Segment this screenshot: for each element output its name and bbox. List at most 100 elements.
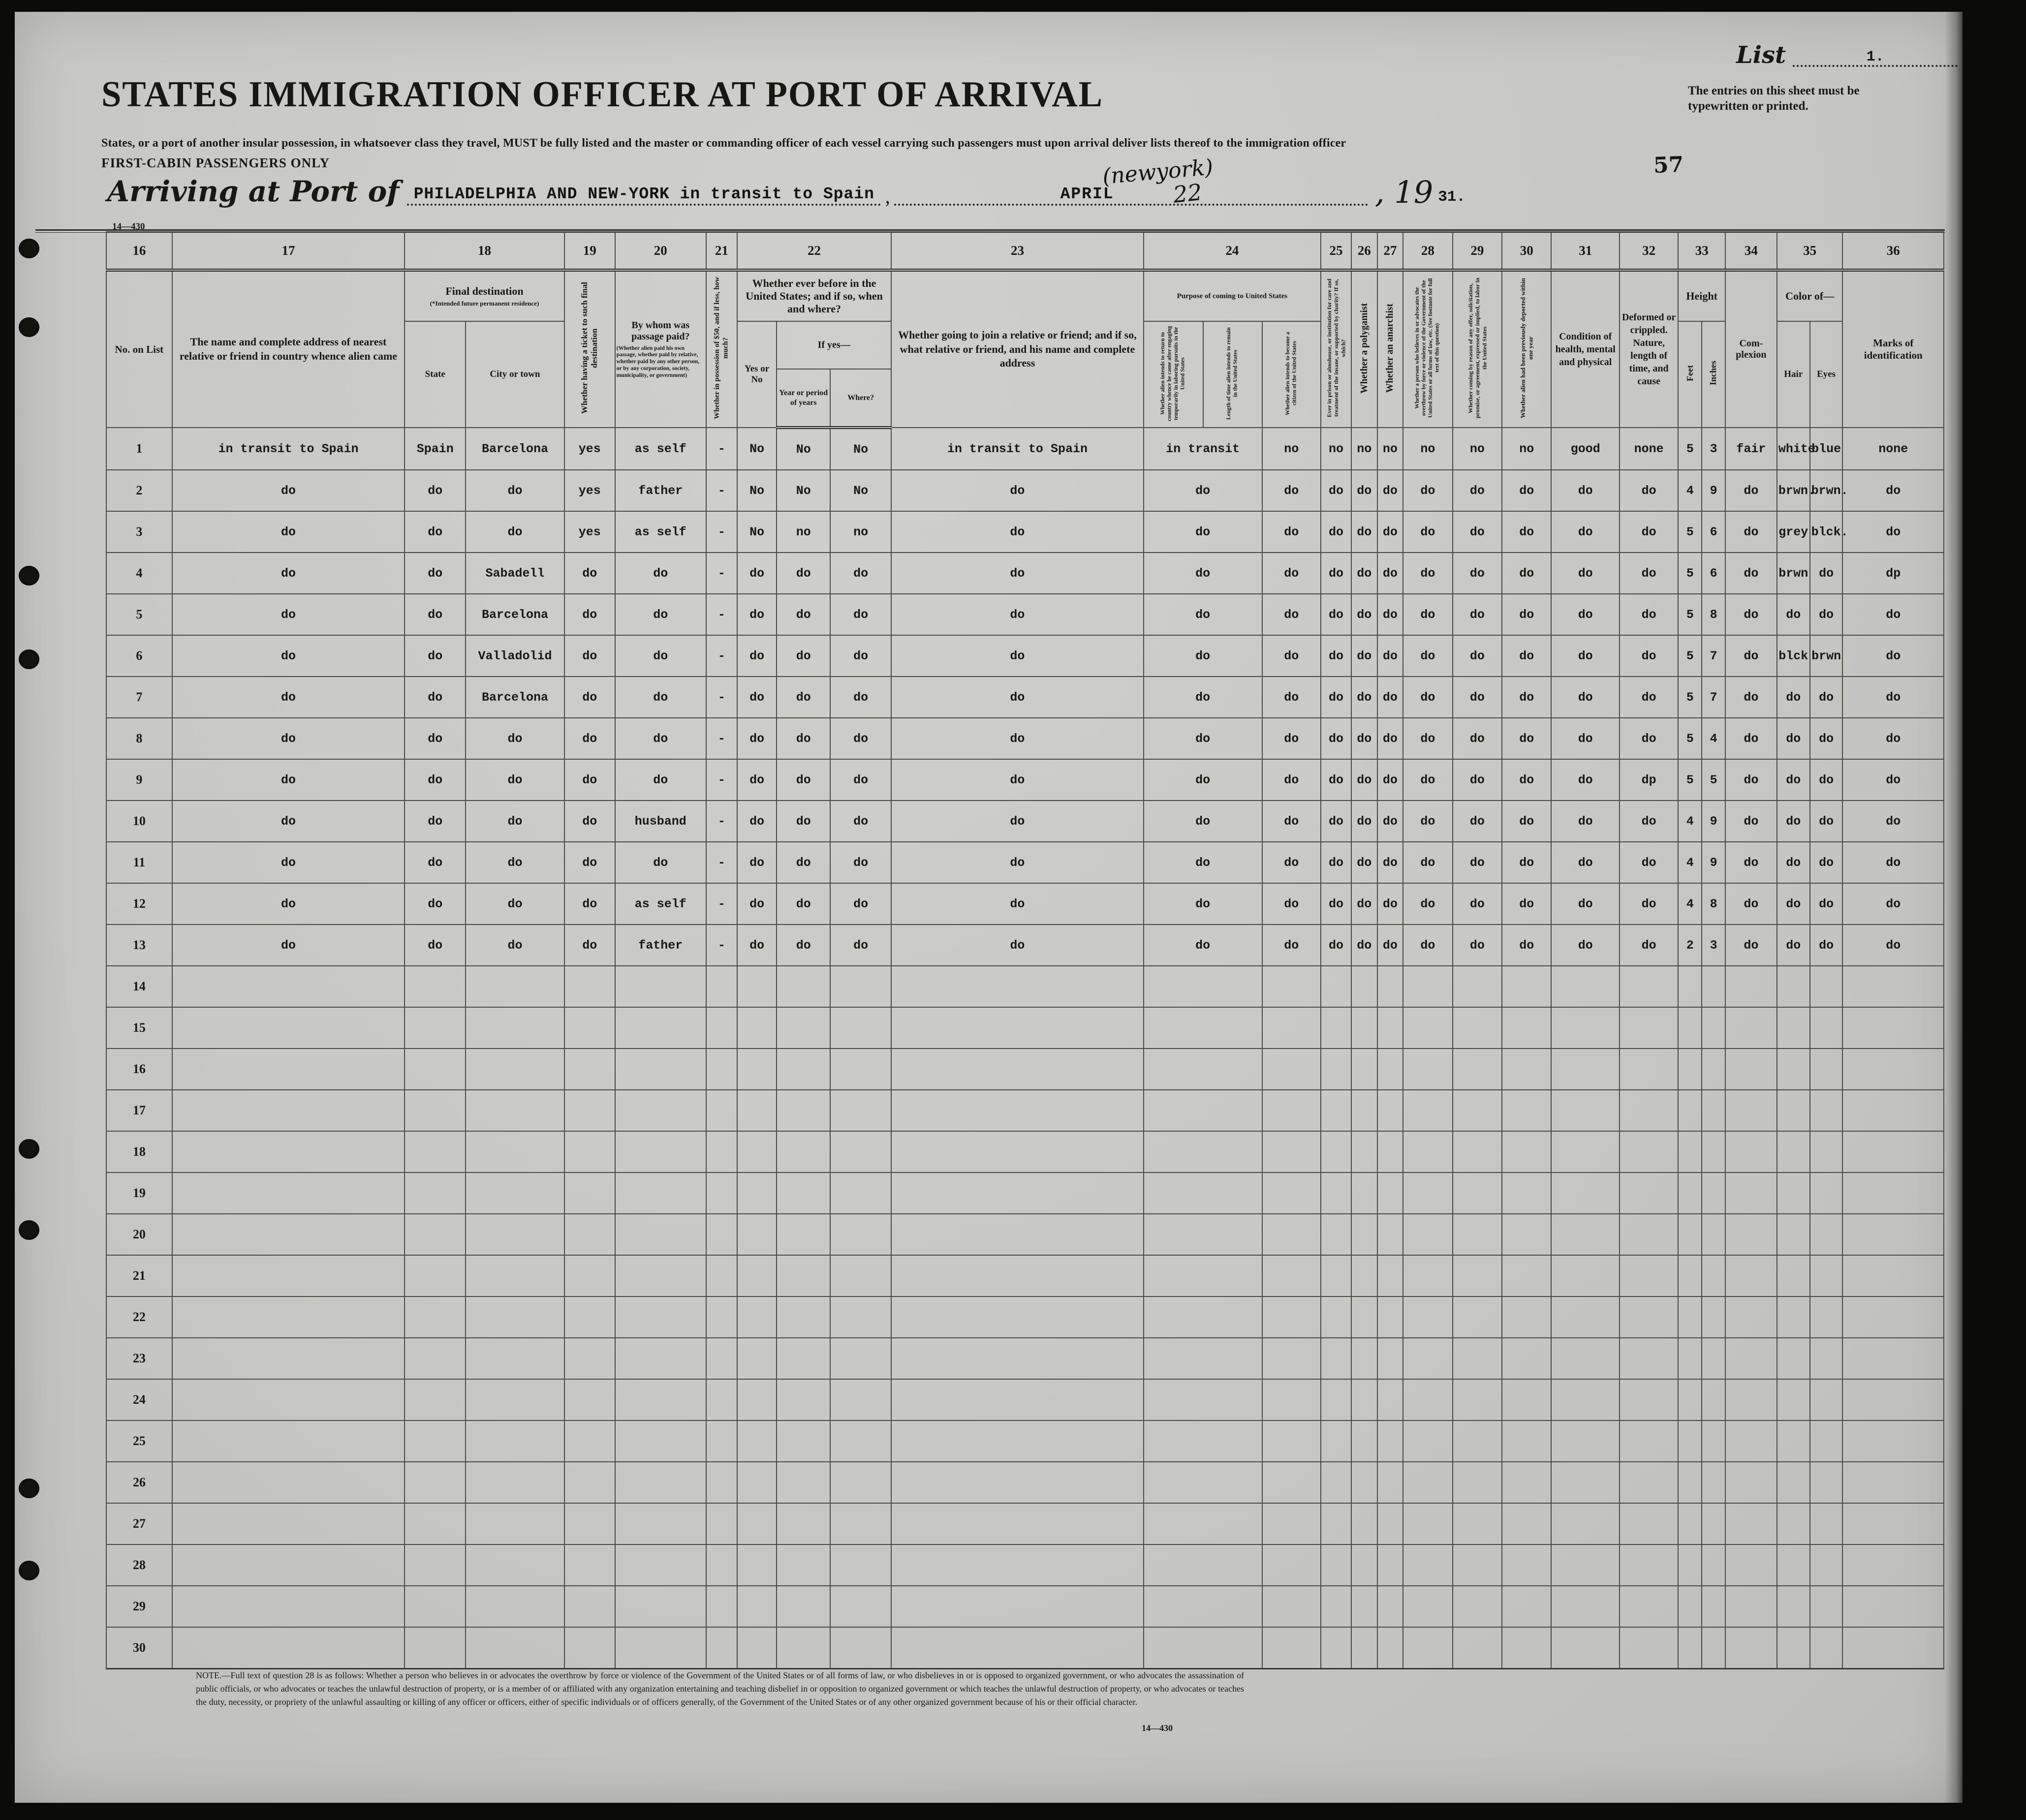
before-us-where bbox=[830, 1585, 892, 1628]
overthrow-belief bbox=[1403, 1420, 1453, 1462]
dest-city: Sabadell bbox=[465, 552, 565, 594]
no-on-list: 2 bbox=[106, 469, 173, 512]
height-feet bbox=[1678, 1503, 1703, 1545]
relative-address: do bbox=[171, 759, 405, 801]
ever-prison: do bbox=[1320, 635, 1352, 677]
typewritten-instruction: The entries on this sheet must be typewr… bbox=[1688, 84, 1860, 113]
before-us-year bbox=[776, 1172, 831, 1214]
relative-address bbox=[171, 1048, 405, 1090]
height-inches bbox=[1701, 1379, 1726, 1421]
header-sub-row-2: Year or period of years Where? bbox=[106, 369, 1944, 429]
health-condition: do bbox=[1551, 469, 1620, 512]
no-on-list: 29 bbox=[106, 1585, 173, 1628]
ticket-to-destination: do bbox=[563, 635, 616, 677]
manifest-row: 9 do do do do do - do do do do do do do do do do do do do dp… bbox=[106, 759, 1944, 801]
before-us-yes-no bbox=[736, 1544, 778, 1586]
relative-address bbox=[171, 1585, 405, 1628]
joining-relative: do bbox=[891, 717, 1144, 760]
ticket-to-destination bbox=[563, 1089, 616, 1132]
previously-deported: do bbox=[1501, 635, 1552, 677]
dest-city: Valladolid bbox=[465, 635, 565, 677]
before-us-where bbox=[830, 1420, 892, 1462]
before-us-year bbox=[776, 965, 831, 1008]
previously-deported bbox=[1501, 1544, 1552, 1586]
deformed-crippled bbox=[1619, 1420, 1679, 1462]
height-inches bbox=[1701, 1048, 1726, 1090]
deformed-crippled: do bbox=[1619, 593, 1679, 636]
dest-city: Barcelona bbox=[465, 676, 565, 718]
eye-color: brwn. bbox=[1809, 469, 1848, 512]
height-inches: 7 bbox=[1701, 635, 1726, 677]
hair-color: do bbox=[1776, 800, 1810, 842]
height-inches bbox=[1701, 1544, 1726, 1586]
header-marks: Marks of identification bbox=[1842, 270, 1944, 428]
dest-state: do bbox=[404, 511, 467, 553]
sheet-number: 57 bbox=[1653, 152, 1684, 179]
height-feet bbox=[1678, 1131, 1703, 1173]
intends-citizen bbox=[1261, 1007, 1321, 1049]
col-number: 26 bbox=[1350, 231, 1378, 272]
possession-of-50: - bbox=[705, 511, 738, 553]
previously-deported: do bbox=[1501, 759, 1552, 801]
marks-identification: do bbox=[1842, 469, 1944, 512]
passage-paid-by: do bbox=[614, 552, 707, 594]
hair-color bbox=[1776, 1337, 1810, 1380]
overthrow-belief: do bbox=[1403, 924, 1453, 966]
passage-paid-by bbox=[614, 1503, 707, 1545]
ever-prison bbox=[1320, 1048, 1352, 1090]
health-condition bbox=[1551, 1007, 1620, 1049]
marks-identification bbox=[1842, 1461, 1944, 1504]
health-condition: do bbox=[1551, 883, 1620, 925]
punch-hole bbox=[19, 1220, 39, 1240]
overthrow-belief: no bbox=[1403, 427, 1453, 470]
anarchist bbox=[1376, 1337, 1404, 1380]
dest-state: do bbox=[404, 883, 467, 925]
dest-city: do bbox=[465, 469, 565, 512]
before-us-year bbox=[776, 1213, 831, 1256]
overthrow-belief bbox=[1403, 1337, 1453, 1380]
before-us-year bbox=[776, 1007, 831, 1049]
anarchist: do bbox=[1376, 469, 1404, 512]
arrival-label: Arriving at Port of bbox=[107, 175, 400, 208]
no-on-list: 13 bbox=[106, 924, 173, 966]
deformed-crippled bbox=[1619, 1089, 1679, 1132]
table-header: 16 17 18 19 20 21 22 23 24 25 26 27 28 2… bbox=[106, 231, 1944, 429]
deformed-crippled: do bbox=[1619, 800, 1679, 842]
ticket-to-destination: do bbox=[563, 593, 616, 636]
overthrow-belief: do bbox=[1403, 717, 1453, 760]
height-feet: 4 bbox=[1678, 800, 1703, 842]
complexion: do bbox=[1724, 717, 1777, 760]
possession-of-50: - bbox=[705, 800, 738, 842]
previously-deported bbox=[1501, 1296, 1552, 1338]
joining-relative bbox=[891, 1131, 1144, 1173]
before-us-yes-no bbox=[736, 965, 778, 1008]
dest-city bbox=[465, 1627, 565, 1669]
marks-identification bbox=[1842, 1544, 1944, 1586]
dest-state bbox=[404, 1420, 467, 1462]
dest-state: do bbox=[404, 676, 467, 718]
purpose-of-coming bbox=[1143, 1461, 1263, 1504]
previously-deported bbox=[1501, 1255, 1552, 1297]
height-inches: 6 bbox=[1701, 511, 1726, 553]
deformed-crippled bbox=[1619, 965, 1679, 1008]
health-condition: good bbox=[1551, 427, 1620, 470]
deformed-crippled bbox=[1619, 1585, 1679, 1628]
ever-prison: do bbox=[1320, 759, 1352, 801]
intends-citizen bbox=[1261, 1255, 1321, 1297]
dest-city bbox=[465, 965, 565, 1008]
hair-color bbox=[1776, 1420, 1810, 1462]
anarchist: do bbox=[1376, 511, 1404, 553]
deformed-crippled bbox=[1619, 1255, 1679, 1297]
before-us-yes-no bbox=[736, 1213, 778, 1256]
joining-relative bbox=[891, 1172, 1144, 1214]
polygamist: do bbox=[1350, 717, 1378, 760]
eye-color bbox=[1809, 1089, 1843, 1132]
health-condition bbox=[1551, 1296, 1620, 1338]
anarchist: do bbox=[1376, 924, 1404, 966]
passage-paid-by: as self bbox=[614, 883, 707, 925]
height-feet bbox=[1678, 1627, 1703, 1669]
health-condition: do bbox=[1551, 635, 1620, 677]
before-us-where: No bbox=[830, 469, 892, 512]
height-feet bbox=[1678, 1379, 1703, 1421]
height-feet: 4 bbox=[1678, 883, 1703, 925]
